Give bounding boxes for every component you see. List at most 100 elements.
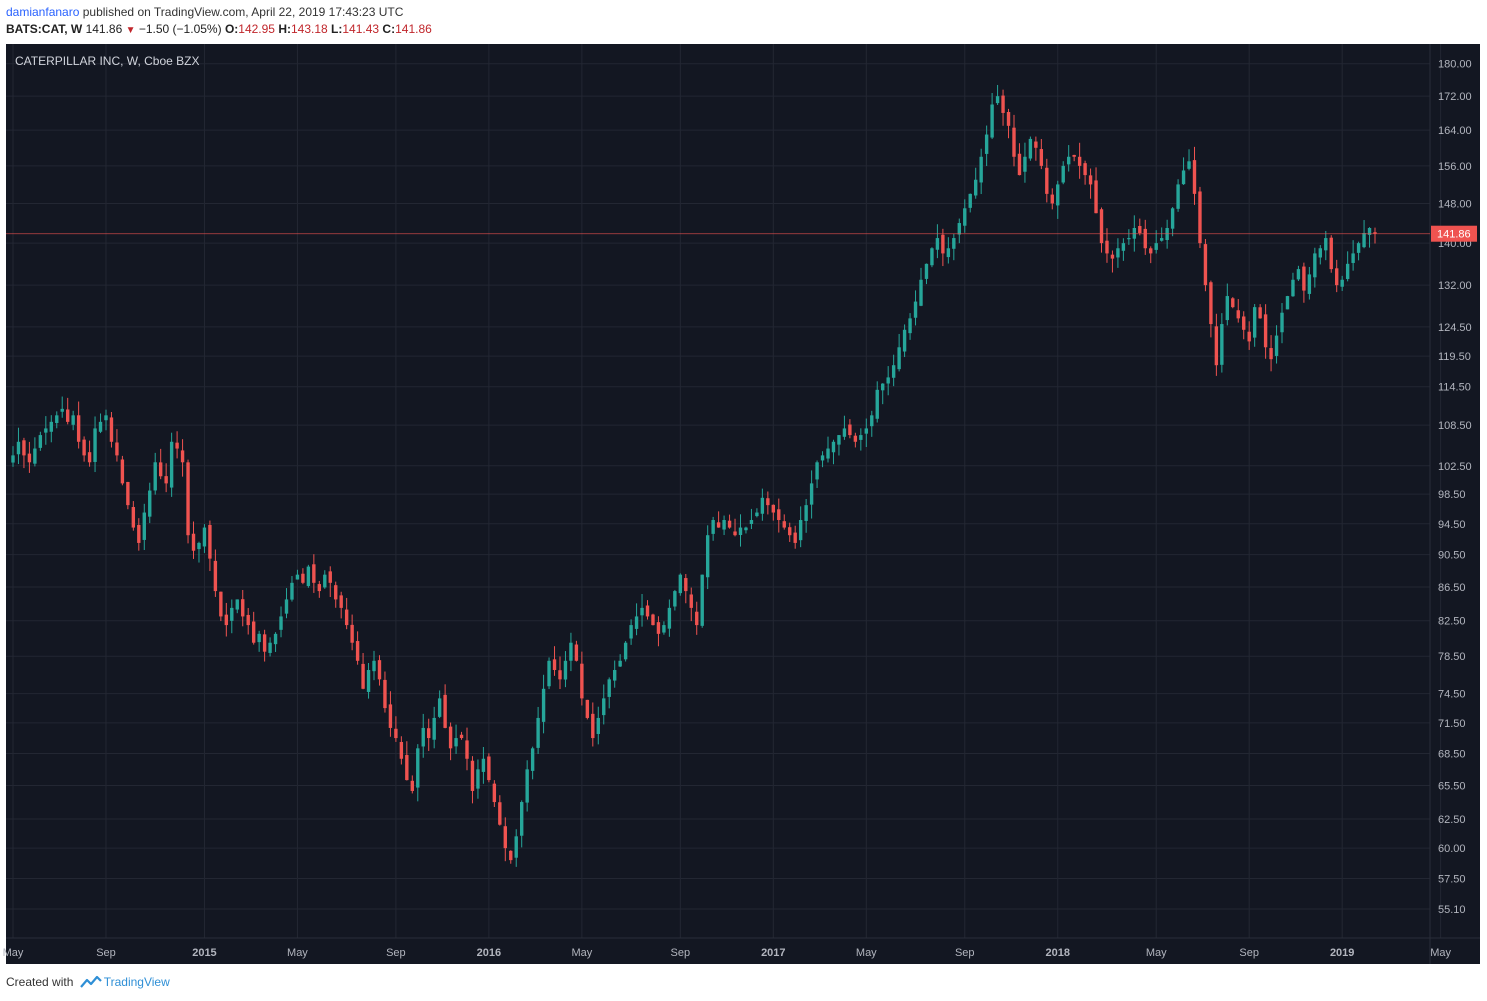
- candle-body: [662, 625, 666, 633]
- candle-body: [941, 234, 945, 254]
- candle-body: [350, 624, 354, 643]
- candle-body: [749, 520, 754, 524]
- candle-body: [131, 507, 136, 528]
- candle-body: [257, 633, 261, 643]
- candle-body: [208, 524, 212, 559]
- candle-body: [487, 756, 491, 781]
- candle-body: [1023, 156, 1027, 172]
- candle-body: [853, 435, 858, 442]
- candle-body: [175, 442, 179, 449]
- price-tick-label: 82.50: [1438, 616, 1466, 628]
- publisher-link[interactable]: damianfanaro: [6, 5, 80, 19]
- candle-body: [1214, 326, 1219, 366]
- last-price-label: 141.86: [1437, 229, 1471, 241]
- price-tick-label: 62.50: [1438, 814, 1466, 826]
- candle-body: [1225, 296, 1230, 321]
- candle-body: [251, 621, 256, 643]
- candle-body: [788, 527, 792, 536]
- candle-body: [1094, 180, 1098, 214]
- candle-body: [1110, 254, 1115, 259]
- candle-body: [388, 704, 393, 728]
- low-value: 141.43: [342, 22, 380, 36]
- price-tick-label: 55.10: [1438, 904, 1466, 916]
- candle-body: [361, 663, 365, 689]
- candle-body: [1302, 266, 1306, 291]
- time-axis[interactable]: May Sep 2015 May Sep 2016 May Sep 2017 May Sep 2018…: [3, 947, 1452, 959]
- candle-body: [241, 599, 245, 617]
- candle-body: [1324, 238, 1328, 251]
- candle-body: [503, 826, 507, 849]
- candle-body: [93, 428, 97, 462]
- time-tick-label: May: [1146, 947, 1167, 959]
- candle-body: [673, 591, 677, 607]
- candle-body: [651, 614, 655, 626]
- candle-body: [1356, 243, 1361, 253]
- candle-body: [585, 699, 590, 718]
- price-tick-label: 172.00: [1438, 91, 1472, 103]
- candle-body: [842, 428, 847, 437]
- candle-body: [104, 415, 108, 421]
- candle-body: [126, 481, 130, 506]
- candle-body: [913, 301, 918, 318]
- candle-body: [629, 625, 633, 639]
- candle-body: [317, 584, 322, 592]
- candle-body: [1258, 307, 1262, 319]
- candle-body: [1307, 274, 1312, 294]
- candle-body: [87, 452, 92, 463]
- candle-body: [301, 573, 305, 583]
- candle-body: [355, 641, 360, 661]
- publish-info: damianfanaro published on TradingView.co…: [6, 5, 403, 19]
- candle-body: [760, 497, 765, 514]
- candle-body: [399, 741, 404, 759]
- candle-body: [1105, 240, 1109, 254]
- candle-body: [1149, 248, 1153, 254]
- candle-body: [727, 520, 732, 528]
- time-tick-label: May: [287, 947, 308, 959]
- price-tick-label: 108.50: [1438, 420, 1472, 432]
- candle-body: [1099, 209, 1104, 244]
- candle-body: [279, 616, 283, 630]
- candle-body: [952, 238, 956, 249]
- candle-body: [738, 527, 743, 536]
- price-tick-label: 74.50: [1438, 689, 1466, 701]
- candle-body: [1116, 248, 1120, 258]
- candle-body: [607, 679, 611, 697]
- candlestick-chart[interactable]: 180.00172.00164.00156.00148.00140.00132.…: [0, 0, 1487, 970]
- candle-body: [963, 208, 967, 226]
- candle-body: [766, 498, 770, 506]
- chart-header: damianfanaro published on TradingView.co…: [0, 0, 1487, 44]
- open-label: O:: [224, 22, 239, 36]
- candle-body: [481, 758, 486, 772]
- candle-body: [55, 415, 59, 424]
- candle-body: [1269, 348, 1273, 360]
- candle-body: [49, 421, 53, 432]
- candle-body: [377, 660, 382, 680]
- candle-body: [148, 490, 152, 517]
- candle-body: [366, 670, 371, 692]
- candle-body: [432, 717, 436, 740]
- candle-body: [946, 248, 951, 258]
- candle-body: [421, 727, 425, 747]
- candle-body: [38, 435, 43, 448]
- tradingview-link[interactable]: TradingView: [103, 975, 170, 989]
- published-text: published on TradingView.com, April 22, …: [82, 5, 404, 19]
- candle-body: [924, 263, 929, 279]
- candle-body: [1192, 160, 1197, 194]
- candle-body: [1345, 263, 1350, 279]
- time-tick-label: May: [1430, 947, 1451, 959]
- candle-body: [591, 713, 595, 739]
- price-tick-label: 132.00: [1438, 280, 1472, 292]
- candle-body: [547, 660, 551, 687]
- candle-body: [596, 717, 600, 734]
- candle-body: [284, 599, 289, 614]
- candle-body: [656, 622, 661, 634]
- candle-body: [990, 104, 994, 138]
- last-price-badge: [1431, 225, 1477, 242]
- candle-body: [859, 435, 863, 440]
- price-axis[interactable]: 180.00172.00164.00156.00148.00140.00132.…: [1438, 59, 1472, 916]
- price-tick-label: 78.50: [1438, 651, 1466, 663]
- time-tick-label: 2017: [761, 947, 785, 959]
- candle-body: [1001, 95, 1005, 113]
- candle-body: [695, 611, 699, 626]
- candle-body: [202, 527, 207, 547]
